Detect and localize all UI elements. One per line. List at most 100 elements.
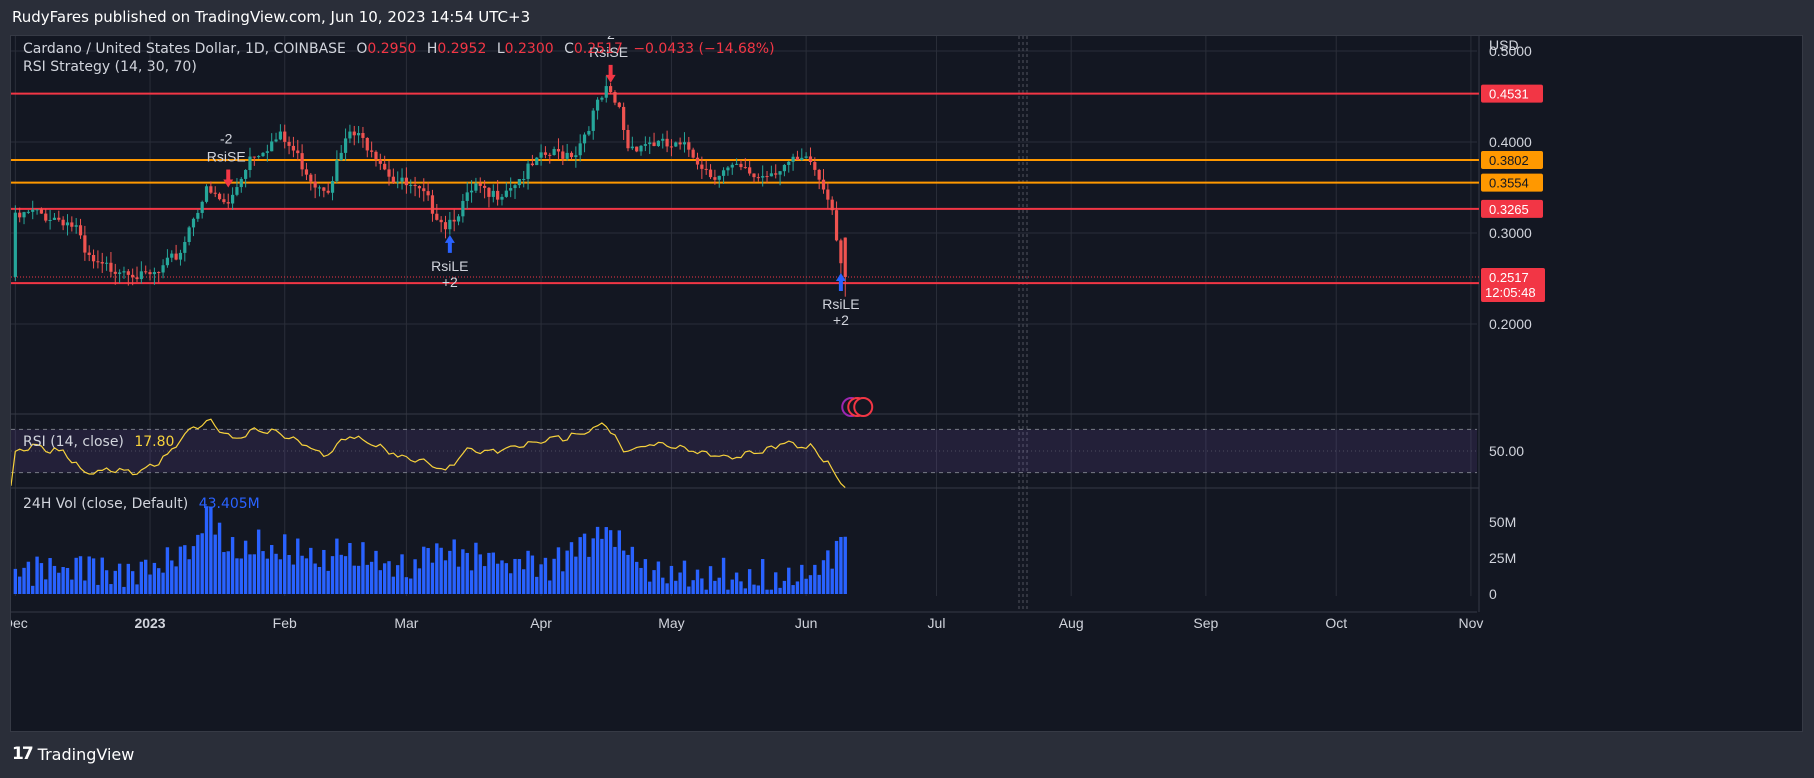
candle-body bbox=[18, 212, 22, 218]
strategy-legend[interactable]: RSI Strategy (14, 30, 70) bbox=[23, 59, 197, 75]
volume-bar bbox=[604, 527, 608, 594]
candle-body bbox=[604, 86, 608, 98]
candle-body bbox=[396, 181, 400, 183]
candle-body bbox=[83, 235, 87, 253]
volume-bar bbox=[839, 536, 843, 594]
currency-label: USD bbox=[1489, 37, 1519, 53]
time-axis-tick: Dec bbox=[11, 615, 28, 631]
volume-bar bbox=[665, 583, 669, 594]
volume-bar bbox=[243, 540, 248, 594]
volume-bar bbox=[44, 579, 48, 594]
volume-bar bbox=[491, 552, 495, 594]
candle-body bbox=[39, 209, 44, 214]
candle-body bbox=[222, 199, 226, 203]
candle-body bbox=[795, 156, 800, 160]
candle-body bbox=[343, 138, 348, 153]
volume-bar bbox=[52, 565, 57, 594]
volume-bar bbox=[721, 557, 726, 594]
volume-bar bbox=[343, 556, 348, 594]
volume-bar bbox=[183, 545, 187, 594]
candle-body bbox=[235, 187, 239, 195]
candle-body bbox=[361, 133, 365, 138]
candle-body bbox=[374, 151, 378, 160]
volume-bar bbox=[35, 556, 39, 594]
volume-bar bbox=[317, 566, 322, 594]
candle-body bbox=[217, 193, 222, 200]
candle-body bbox=[152, 272, 156, 275]
candle-body bbox=[283, 131, 287, 142]
volume-bar bbox=[617, 530, 621, 594]
volume-bar bbox=[661, 577, 665, 594]
bar-countdown: 12:05:48 bbox=[1485, 285, 1536, 300]
candle-body bbox=[326, 190, 330, 193]
candle-body bbox=[357, 133, 361, 136]
candle-body bbox=[300, 153, 304, 170]
volume-bar bbox=[426, 548, 430, 594]
candle-body bbox=[383, 163, 387, 170]
volume-bar bbox=[747, 569, 752, 594]
candle-body bbox=[439, 219, 443, 223]
price-axis-tick: 0.5000 bbox=[1489, 43, 1532, 59]
volume-bar bbox=[591, 538, 595, 594]
candle-body bbox=[769, 173, 773, 177]
volume-bar bbox=[352, 565, 356, 594]
close-label: C bbox=[564, 41, 574, 57]
volume-bar bbox=[456, 566, 461, 594]
candle-body bbox=[178, 252, 183, 260]
volume-bar bbox=[778, 587, 782, 594]
volume-bar bbox=[517, 559, 522, 594]
volume-bar bbox=[87, 556, 91, 594]
candle-body bbox=[304, 169, 309, 175]
candle-body bbox=[57, 217, 61, 220]
open-value: 0.2950 bbox=[367, 41, 417, 57]
volume-bar bbox=[413, 559, 417, 594]
rsi-legend[interactable]: RSI (14, close) 17.80 bbox=[23, 434, 180, 450]
candle-body bbox=[674, 142, 678, 147]
candle-body bbox=[491, 190, 495, 197]
buy-signal-arrow-icon bbox=[835, 273, 846, 292]
volume-bar bbox=[587, 556, 591, 594]
volume-axis-tick: 25M bbox=[1489, 550, 1516, 566]
volume-bar bbox=[495, 563, 500, 594]
volume-bar bbox=[417, 568, 422, 594]
candle-body bbox=[61, 219, 65, 226]
volume-bar bbox=[613, 546, 617, 594]
current-price-label: 0.2517 bbox=[1489, 270, 1529, 285]
price-axis-tick: 0.3000 bbox=[1489, 225, 1532, 241]
candle-body bbox=[617, 102, 621, 107]
candle-body bbox=[582, 134, 587, 144]
volume-bar bbox=[448, 550, 452, 594]
volume-bar bbox=[135, 584, 139, 594]
candle-body bbox=[465, 192, 469, 201]
volume-bar bbox=[682, 560, 687, 594]
candle-body bbox=[157, 272, 161, 274]
candle-body bbox=[122, 271, 126, 273]
candle-body bbox=[187, 227, 191, 243]
candle-body bbox=[404, 177, 408, 186]
volume-bar bbox=[530, 555, 535, 594]
candle-body bbox=[513, 185, 517, 189]
symbol-name[interactable]: Cardano / United States Dollar, 1D, COIN… bbox=[23, 41, 346, 57]
volume-bar bbox=[65, 567, 70, 594]
candle-body bbox=[761, 176, 765, 178]
volume-bar bbox=[556, 547, 561, 594]
volume-bar bbox=[804, 578, 808, 594]
signal-name: RsiLE bbox=[822, 296, 859, 312]
sell-signal-arrow-icon bbox=[605, 64, 616, 83]
candle-body bbox=[661, 138, 665, 141]
candle-body bbox=[556, 149, 561, 152]
price-level-tag bbox=[1481, 173, 1543, 192]
volume-bar bbox=[291, 564, 296, 594]
candle-body bbox=[100, 262, 104, 264]
chart-panel[interactable]: 0.55000.50000.40000.30000.2000USDDec2023… bbox=[10, 35, 1803, 732]
chart-canvas[interactable]: 0.55000.50000.40000.30000.2000USDDec2023… bbox=[11, 36, 1802, 731]
tradingview-brand[interactable]: 17 TradingView bbox=[12, 744, 134, 764]
candle-body bbox=[726, 167, 730, 171]
volume-legend[interactable]: 24H Vol (close, Default) 43.405M bbox=[23, 496, 266, 512]
candle-body bbox=[226, 202, 230, 204]
candle-body bbox=[782, 164, 787, 172]
candle-body bbox=[244, 169, 248, 179]
close-value: 0.2517 bbox=[573, 41, 623, 57]
candle-body bbox=[174, 253, 178, 260]
volume-bar bbox=[309, 547, 313, 594]
